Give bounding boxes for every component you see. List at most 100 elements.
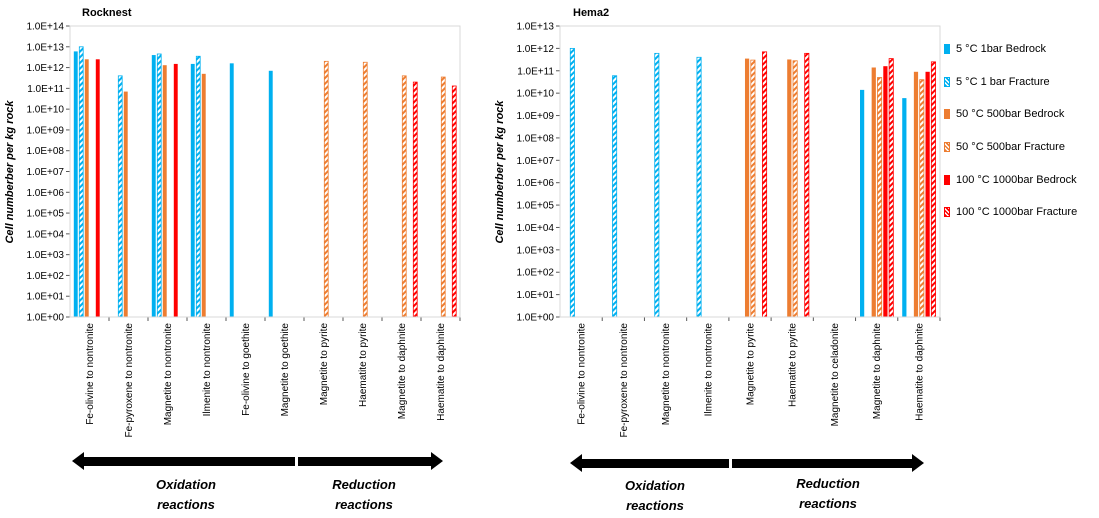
x-category-label: Haematite to daphnite xyxy=(436,323,447,421)
y-tick-label: 1.0E+00 xyxy=(26,313,64,324)
bar xyxy=(902,98,907,317)
bar xyxy=(451,85,457,318)
bar xyxy=(195,55,201,318)
arrows-right: Oxidation reactions Reduction reactions xyxy=(570,454,924,513)
legend-label: 100 °C 1000bar Bedrock xyxy=(956,174,1077,186)
x-category-label: Fe-pyroxene to nontronite xyxy=(124,323,135,438)
legend-label: 5 °C 1 bar Fracture xyxy=(956,76,1050,88)
y-tick-label: 1.0E+05 xyxy=(516,201,554,212)
y-axis-label-rocknest: Cell numberber per kg rock xyxy=(4,100,16,244)
legend-swatch xyxy=(944,44,950,54)
x-category-label: Fe-olivine to goethite xyxy=(241,323,252,416)
legend-label: 100 °C 1000bar Fracture xyxy=(956,206,1078,218)
y-tick-label: 1.0E+10 xyxy=(516,89,554,100)
oxidation-arrow-right xyxy=(570,454,729,472)
bar xyxy=(73,51,78,317)
y-tick-label: 1.0E+04 xyxy=(26,229,64,240)
chart-rocknest: Rocknest Cell numberber per kg rock 1.0E… xyxy=(4,7,461,438)
y-tick-label: 1.0E+08 xyxy=(26,146,64,157)
plot-frame-rocknest xyxy=(69,25,461,318)
y-tick-label: 1.0E+02 xyxy=(26,271,64,282)
x-category-label: Haematite to daphnite xyxy=(914,323,925,421)
y-tick-label: 1.0E+06 xyxy=(26,188,64,199)
bar xyxy=(440,76,446,318)
x-category-label: Haematite to pyrite xyxy=(358,323,369,407)
y-tick-label: 1.0E+13 xyxy=(26,42,64,53)
y-ticks-hema2: 1.0E+00 1.0E+01 1.0E+02 1.0E+03 1.0E+04 1.0E+… xyxy=(516,22,554,324)
x-category-label: Magnetite to daphnite xyxy=(397,323,408,420)
x-category-label: Magnetite to goethite xyxy=(280,323,291,417)
bar xyxy=(162,65,167,317)
x-category-label: Ilmenite to nontronite xyxy=(703,323,714,417)
bar xyxy=(696,56,702,318)
legend-swatch xyxy=(944,109,950,119)
bar xyxy=(860,89,865,317)
bar xyxy=(123,91,128,317)
y-tick-label: 1.0E+03 xyxy=(516,245,554,256)
legend-swatch xyxy=(944,207,950,217)
bar xyxy=(792,60,798,318)
legend-label: 5 °C 1bar Bedrock xyxy=(956,43,1046,55)
x-category-label: Magnetite to celadonite xyxy=(830,323,841,427)
bar xyxy=(190,63,195,317)
legend-item: 50 °C 500bar Fracture xyxy=(944,140,1065,154)
bar xyxy=(930,61,936,318)
y-tick-label: 1.0E+12 xyxy=(26,63,64,74)
bar xyxy=(804,52,810,318)
y-tick-label: 1.0E+14 xyxy=(26,22,64,33)
x-category-label: Fe-olivine to nontronite xyxy=(85,323,96,425)
x-categories-hema2: Fe-olivine to nontronite Fe-pyroxene to n… xyxy=(577,323,926,438)
bar xyxy=(654,52,660,318)
oxidation-label-1: Oxidation xyxy=(156,477,216,492)
bar xyxy=(84,59,89,318)
oxidation-arrow xyxy=(72,452,295,470)
legend-swatch xyxy=(944,142,950,152)
bar xyxy=(156,53,162,318)
bar xyxy=(762,51,768,318)
x-category-label: Magnetite to nontronite xyxy=(163,323,174,426)
y-tick-label: 1.0E+11 xyxy=(517,66,554,77)
y-tick-label: 1.0E+04 xyxy=(516,223,554,234)
y-tick-label: 1.0E+07 xyxy=(516,156,554,167)
y-tick-label: 1.0E+01 xyxy=(26,292,64,303)
bar xyxy=(173,63,178,317)
legend-label: 50 °C 500bar Fracture xyxy=(956,141,1065,153)
y-tick-label: 1.0E+13 xyxy=(516,22,554,33)
bar xyxy=(201,73,206,317)
legend-item: 50 °C 500bar Bedrock xyxy=(944,107,1064,121)
bar xyxy=(877,77,883,318)
bars-rocknest xyxy=(73,46,457,318)
bar xyxy=(151,55,156,317)
y-tick-label: 1.0E+07 xyxy=(26,167,64,178)
y-tick-label: 1.0E+08 xyxy=(516,133,554,144)
y-tick-label: 1.0E+10 xyxy=(26,105,64,116)
y-ticks-rocknest: 1.0E+00 1.0E+01 1.0E+02 1.0E+03 1.0E+04 1.0E+… xyxy=(26,22,64,324)
bar xyxy=(612,75,618,318)
oxidation-label-2: reactions xyxy=(157,497,215,512)
bar xyxy=(268,70,273,318)
bar xyxy=(871,67,876,318)
reduction-arrow xyxy=(298,452,443,470)
y-tick-label: 1.0E+09 xyxy=(26,125,64,136)
chart-hema2: Hema2 Cell numberber per kg rock 1.0E+00… xyxy=(494,7,941,438)
reduction-arrow-right xyxy=(732,454,924,472)
bar xyxy=(750,59,756,318)
y-tick-label: 1.0E+06 xyxy=(516,178,554,189)
bar xyxy=(883,66,888,318)
bar xyxy=(117,75,123,318)
x-categories-rocknest: Fe-olivine to nontronite Fe-pyroxene to n… xyxy=(85,323,447,438)
bar xyxy=(913,71,919,318)
legend-item: 5 °C 1 bar Fracture xyxy=(944,75,1050,89)
bar xyxy=(888,58,894,318)
y-tick-label: 1.0E+01 xyxy=(516,290,554,301)
legend-swatch xyxy=(944,175,950,185)
arrows-left: Oxidation reactions Reduction reactions xyxy=(72,452,443,512)
legend-item: 100 °C 1000bar Bedrock xyxy=(944,173,1077,187)
legend-swatch xyxy=(944,77,950,87)
y-tick-label: 1.0E+12 xyxy=(516,44,554,55)
y-tick-label: 1.0E+00 xyxy=(516,313,554,324)
bars-hema2 xyxy=(569,47,936,318)
bar xyxy=(744,58,750,317)
reduction-label-2: reactions xyxy=(335,497,393,512)
